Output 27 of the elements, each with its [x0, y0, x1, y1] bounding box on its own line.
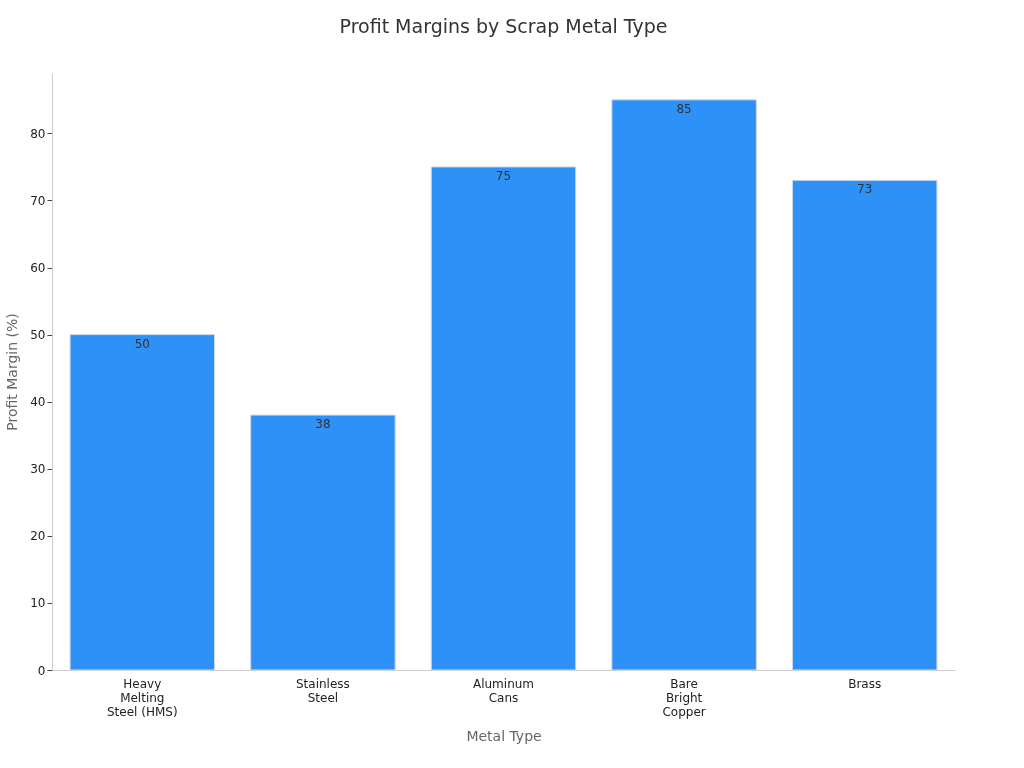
x-tick-label: Bare Bright Copper — [662, 676, 706, 719]
y-tick-label: 30 — [30, 462, 46, 477]
data-label: 73 — [857, 182, 873, 197]
y-tick-label: 70 — [30, 193, 46, 208]
x-tick-label: Stainless Steel — [295, 676, 350, 705]
data-label: 38 — [315, 417, 331, 432]
x-tick-label: Aluminum Cans — [472, 676, 535, 705]
bar — [611, 99, 757, 671]
x-axis-title: Metal Type — [466, 727, 542, 744]
y-tick-label: 20 — [30, 529, 46, 544]
y-tick-label: 80 — [30, 126, 46, 141]
bar — [250, 414, 396, 671]
y-tick-label: 40 — [30, 395, 46, 410]
x-tick-label: Brass — [848, 676, 882, 691]
y-tick-label: 10 — [30, 596, 46, 611]
bar — [69, 334, 216, 671]
y-tick-label: 0 — [37, 663, 46, 678]
y-tick-label: 60 — [30, 261, 46, 276]
bar — [791, 179, 938, 671]
data-label: 50 — [134, 336, 150, 351]
bar — [430, 166, 577, 671]
y-axis-title: Profit Margin (%) — [4, 313, 21, 431]
data-label: 75 — [495, 168, 512, 183]
y-tick-label: 50 — [30, 328, 46, 343]
data-label: 85 — [676, 101, 692, 116]
chart-title: Profit Margins by Scrap Metal Type — [339, 15, 668, 37]
x-tick-label: Heavy Melting Steel (HMS) — [107, 676, 178, 719]
